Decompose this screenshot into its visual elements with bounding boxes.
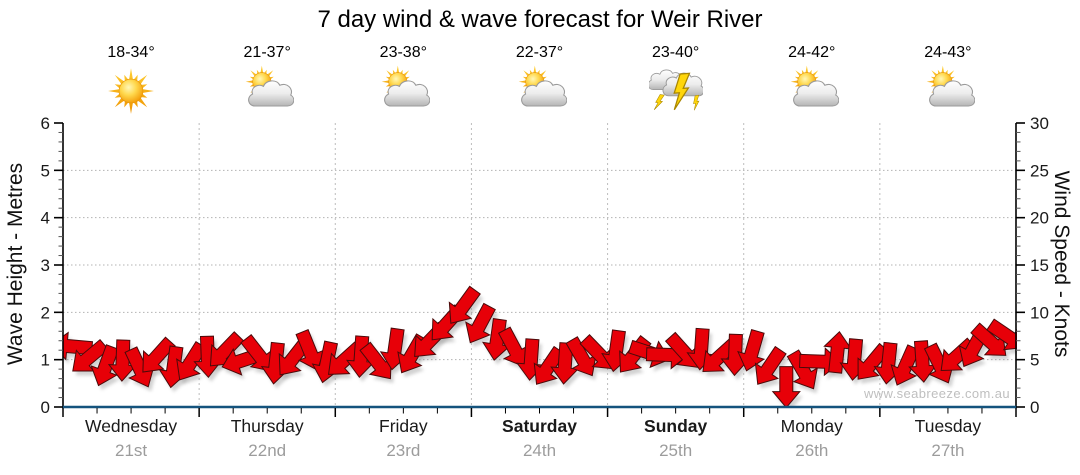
watermark: www.seabreeze.com.au <box>863 386 1010 401</box>
wave-height-tick-label: 5 <box>41 161 50 180</box>
wind-arrow <box>823 330 853 374</box>
wind-arrow <box>142 336 176 373</box>
day-header-tuesday: 24-43° <box>880 44 1016 120</box>
wind-arrow <box>664 331 699 368</box>
sun-cloud-icon <box>240 65 295 115</box>
wind-arrow <box>448 285 481 324</box>
temp-range: 18-34° <box>107 44 155 61</box>
wind-speed-tick-label: 10 <box>1030 303 1049 322</box>
sun-cloud-icon <box>785 65 840 115</box>
sun-cloud-icon <box>376 65 431 115</box>
wave-height-tick-label: 6 <box>41 114 50 133</box>
page-title: 7 day wind & wave forecast for Weir Rive… <box>317 6 763 33</box>
wind-arrow <box>890 344 921 386</box>
x-axis-day-name: Saturday <box>502 416 577 436</box>
wind-arrow <box>176 340 208 381</box>
wind-arrow <box>533 345 566 385</box>
wind-arrow <box>482 318 511 361</box>
wind-arrows <box>63 285 1017 407</box>
x-axis-day-date: 24th <box>522 441 557 460</box>
wind-arrow <box>579 334 614 370</box>
x-axis-day-date: 27th <box>931 441 965 460</box>
wind-speed-tick-label: 30 <box>1030 114 1049 133</box>
wind-speed-tick-label: 0 <box>1030 398 1039 417</box>
wave-height-tick-label: 2 <box>41 303 50 322</box>
wave-height-tick-label: 3 <box>41 256 50 275</box>
wind-arrow <box>465 302 496 344</box>
day-header-friday: 23-38° <box>335 44 471 120</box>
x-axis-day-date: 21st <box>114 441 148 460</box>
wind-arrow <box>970 322 1007 356</box>
x-axis-day-name: Wednesday <box>85 416 178 436</box>
x-axis-day-name: Tuesday <box>914 416 982 436</box>
wind-speed-tick-label: 15 <box>1030 256 1049 275</box>
x-axis-day-name: Monday <box>780 416 843 436</box>
x-axis-day-date: 25th <box>659 441 693 460</box>
wind-arrow <box>857 342 891 380</box>
day-header-thursday: 21-37° <box>199 44 335 120</box>
wind-speed-tick-label: 5 <box>1030 351 1039 370</box>
axis-ticks: 0 01 52 103 154 205 256 30 <box>41 114 1049 417</box>
day-header-sunday: 23-40° <box>608 44 744 120</box>
wind-arrow <box>786 349 818 390</box>
x-axis-day-date: 26th <box>795 441 829 460</box>
wind-arrow <box>240 334 273 372</box>
x-axis-day-name: Sunday <box>644 416 708 436</box>
x-axis-day-date: 23rd <box>386 441 421 460</box>
wind-arrow <box>771 366 801 407</box>
x-axis-day-name: Thursday <box>230 416 304 436</box>
wind-arrow <box>908 340 938 383</box>
temp-range: 24-43° <box>924 44 972 61</box>
wind-arrow <box>754 345 787 385</box>
wind-arrow <box>72 338 110 372</box>
wind-speed-tick-label: 25 <box>1030 161 1049 180</box>
sun-cloud-icon <box>921 65 976 115</box>
temp-range: 22-37° <box>515 44 564 61</box>
wave-height-tick-label: 1 <box>41 351 50 370</box>
wind-arrow <box>295 329 325 371</box>
wind-arrow <box>737 328 766 372</box>
wind-arrow <box>565 336 597 377</box>
x-axis-day-name: Friday <box>379 416 428 436</box>
day-header-saturday: 22-37° <box>472 44 608 120</box>
wind-arrow <box>63 331 94 361</box>
temp-range: 21-37° <box>243 44 291 61</box>
day-header-monday: 24-42° <box>744 44 880 120</box>
temp-range: 23-38° <box>379 44 427 61</box>
temp-range: 23-40° <box>651 44 700 61</box>
sunny-icon <box>104 65 158 115</box>
wind-arrow <box>90 344 120 387</box>
wind-speed-tick-label: 20 <box>1030 209 1049 228</box>
wave-height-tick-label: 4 <box>41 209 50 228</box>
x-axis-day-date: 22nd <box>248 441 287 460</box>
storm-icon <box>647 65 705 115</box>
wave-height-tick-label: 0 <box>41 398 50 417</box>
wind-arrow <box>497 326 529 368</box>
sun-cloud-icon <box>513 65 567 115</box>
day-header-wednesday: 18-34° <box>63 44 199 120</box>
gridlines <box>63 169 1016 361</box>
temp-range: 24-42° <box>788 44 836 61</box>
